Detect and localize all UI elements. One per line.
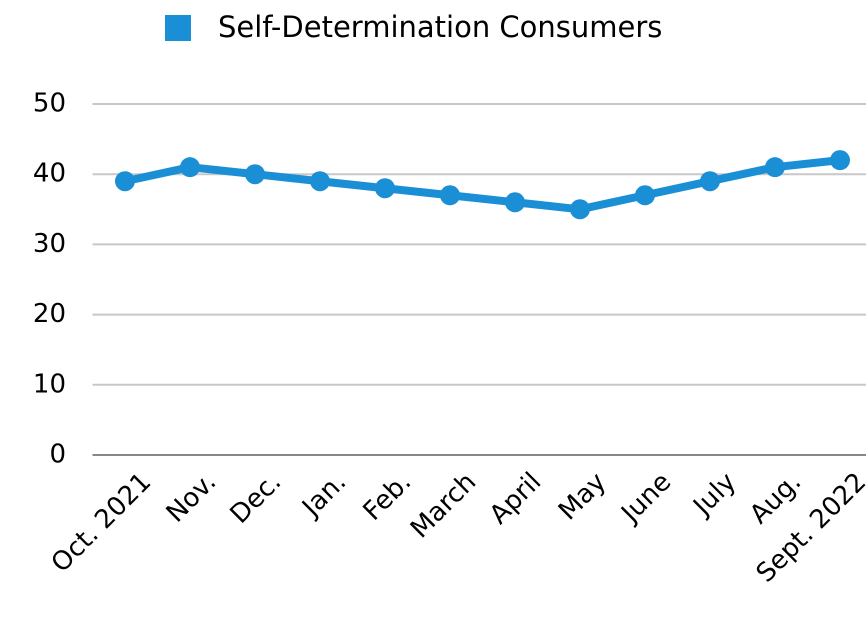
x-tick-label: May — [553, 467, 612, 526]
y-tick-label: 0 — [49, 440, 66, 470]
legend-label: Self-Determination Consumers — [218, 10, 662, 44]
point — [115, 171, 135, 192]
point — [440, 185, 460, 206]
x-tick-label: July — [687, 467, 743, 523]
x-tick-label: Nov. — [161, 467, 223, 529]
x-tick-label: Oct. 2021 — [46, 467, 157, 578]
y-tick-label: 30 — [33, 229, 66, 259]
y-tick-label: 50 — [33, 89, 66, 119]
point — [375, 178, 395, 199]
legend-swatch — [165, 15, 191, 41]
x-tick-label: April — [484, 467, 547, 530]
point — [310, 171, 330, 192]
point — [830, 150, 850, 171]
x-tick-label: Feb. — [358, 467, 418, 527]
y-tick-label: 20 — [33, 299, 66, 329]
x-tick-label: June — [615, 467, 678, 530]
point — [765, 157, 785, 178]
x-tick-label: Dec. — [225, 467, 288, 530]
x-tick-label: March — [405, 467, 482, 544]
point — [570, 199, 590, 220]
point — [505, 192, 525, 213]
point — [635, 185, 655, 206]
y-tick-label: 40 — [33, 159, 66, 189]
series-line — [124, 156, 841, 214]
point — [245, 164, 265, 185]
y-tick-label: 10 — [33, 369, 66, 399]
point — [180, 157, 200, 178]
point — [700, 171, 720, 192]
x-tick-label: Jan. — [295, 467, 352, 524]
